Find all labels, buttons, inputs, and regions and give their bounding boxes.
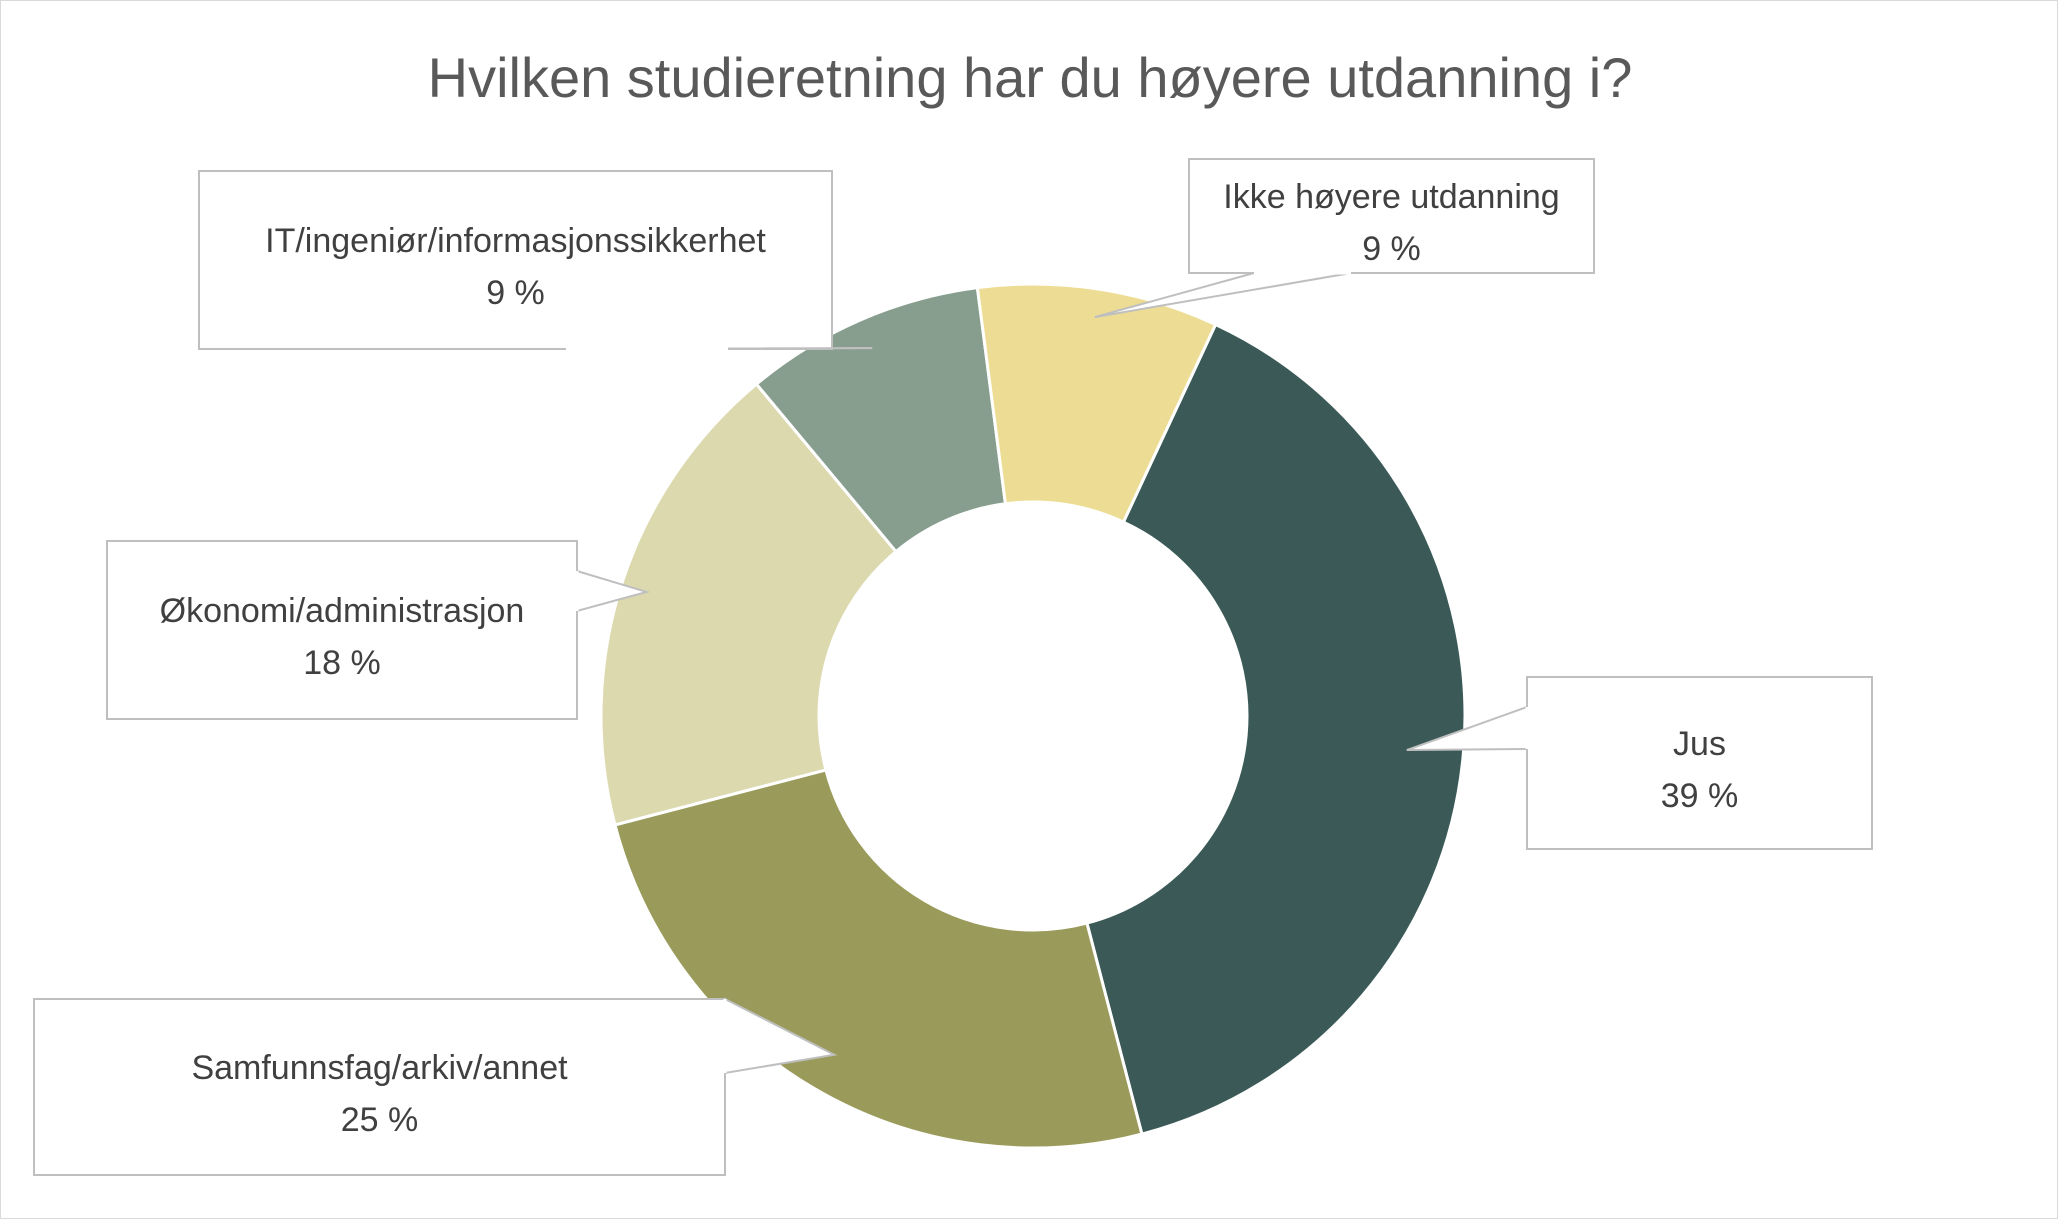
callout-box-1 xyxy=(33,998,726,1176)
callout-4: Ikke høyere utdanning 9 % xyxy=(1094,158,1595,319)
callout-0: Jus 39 % xyxy=(1406,676,1873,850)
slice-value-label-3: 9 % xyxy=(486,274,545,312)
callout-box-3 xyxy=(198,170,833,350)
slice-0 xyxy=(1085,322,1467,1136)
slice-value-label-1: 25 % xyxy=(341,1101,419,1139)
slice-label-3: IT/ingeniør/informasjonssikkerhet xyxy=(265,222,766,260)
slices-group xyxy=(599,282,1467,1150)
callout-box-4 xyxy=(1188,158,1595,274)
slice-label-2: Økonomi/administrasjon xyxy=(160,592,525,630)
callouts-group: Jus 39 % Samfunnsfag/arkiv/annet 25 % Økonom… xyxy=(33,158,1873,1176)
callout-box-0 xyxy=(1526,676,1873,850)
slice-1 xyxy=(613,768,1144,1150)
slice-value-label-4: 9 % xyxy=(1362,230,1421,268)
callout-3: IT/ingeniør/informasjonssikkerhet 9 % xyxy=(198,170,873,351)
slice-label-0: Jus xyxy=(1673,725,1726,763)
slice-label-1: Samfunnsfag/arkiv/annet xyxy=(191,1049,568,1087)
chart-title: Hvilken studieretning har du høyere utda… xyxy=(428,46,1633,109)
callout-box-2 xyxy=(106,540,578,720)
slice-value-label-0: 39 % xyxy=(1661,777,1739,815)
slice-value-label-2: 18 % xyxy=(303,644,381,682)
callout-2: Økonomi/administrasjon 18 % xyxy=(106,540,651,720)
callout-1: Samfunnsfag/arkiv/annet 25 % xyxy=(33,997,838,1176)
slice-4 xyxy=(975,282,1218,525)
slice-2 xyxy=(599,381,899,827)
slice-label-4: Ikke høyere utdanning xyxy=(1223,178,1559,216)
